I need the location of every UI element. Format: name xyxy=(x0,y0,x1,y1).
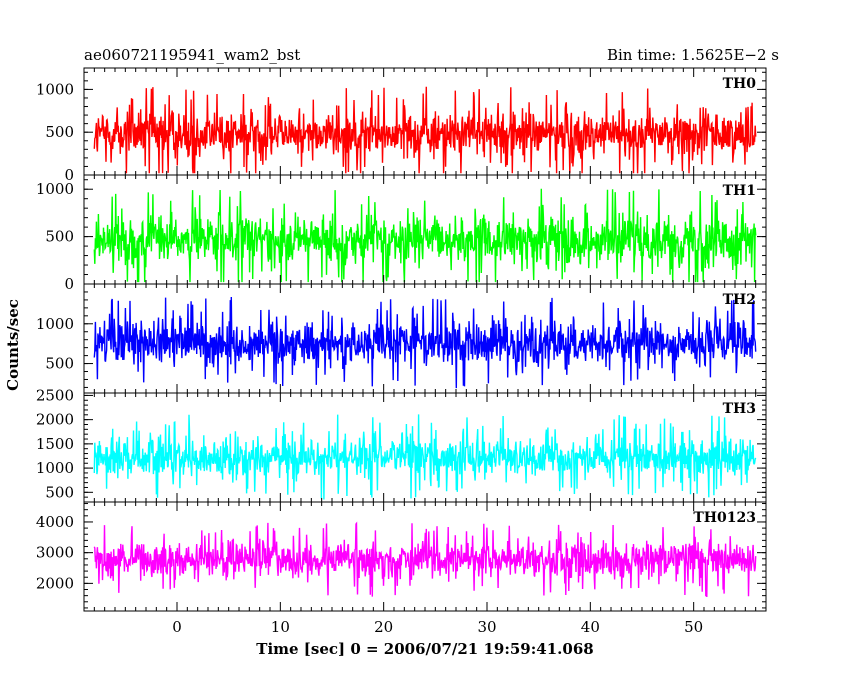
y-tick-label: 1000 xyxy=(36,315,74,333)
panel-label-th2: TH2 xyxy=(723,292,756,308)
x-tick-label: 30 xyxy=(477,618,496,636)
panel-label-th0123: TH0123 xyxy=(693,510,756,526)
x-tick-label: 20 xyxy=(374,618,393,636)
source-title: ae060721195941_wam2_bst xyxy=(84,46,300,64)
panel-label-th0: TH0 xyxy=(723,76,757,92)
panel-th0123: 2000 3000 4000 TH0123 xyxy=(36,501,767,612)
panel-label-th1: TH1 xyxy=(723,183,756,199)
y-tick-label: 2000 xyxy=(36,411,74,429)
y-tick-label: 1000 xyxy=(36,459,74,477)
y-tick-label: 1000 xyxy=(36,180,74,198)
y-tick-label: 500 xyxy=(45,228,74,246)
x-tick-label: 10 xyxy=(271,618,290,636)
series-th1-line xyxy=(93,188,757,283)
x-axis-title: Time [sec] 0 = 2006/07/21 19:59:41.068 xyxy=(256,640,593,658)
x-tick-label: 0 xyxy=(172,618,182,636)
series-th0-line xyxy=(93,86,757,174)
panel-th2: 500 1000 TH2 xyxy=(36,283,767,394)
y-tick-label: 500 xyxy=(45,355,74,373)
y-tick-label: 500 xyxy=(45,483,74,501)
x-tick-label: 40 xyxy=(581,618,600,636)
panel-label-th3: TH3 xyxy=(723,401,756,417)
series-th0123-line xyxy=(93,521,757,598)
y-tick-label: 2500 xyxy=(36,386,74,404)
y-axis-title: Counts/sec xyxy=(4,299,22,391)
y-tick-label: 1500 xyxy=(36,435,74,453)
series-th2-line xyxy=(93,296,757,389)
y-tick-label: 3000 xyxy=(36,544,74,562)
bin-time-label: Bin time: 1.5625E−2 s xyxy=(607,46,779,64)
panel-th1: 0 500 1000 TH1 xyxy=(36,174,767,293)
panels-group: 0 500 1000 TH0 0 500 1000 TH1 500 1000 TH2 500 1000 1… xyxy=(36,67,767,612)
y-tick-label: 0 xyxy=(64,275,74,293)
y-tick-label: 4000 xyxy=(36,513,74,531)
series-th3-line xyxy=(93,414,757,500)
y-tick-label: 500 xyxy=(45,123,74,141)
y-tick-label: 2000 xyxy=(36,574,74,592)
y-tick-label: 1000 xyxy=(36,80,74,98)
panel-th3: 500 1000 1500 2000 2500 TH3 xyxy=(36,386,767,503)
x-axis-ticks: 0 10 20 30 40 50 xyxy=(172,618,703,636)
panel-th0: 0 500 1000 TH0 xyxy=(36,67,767,184)
y-tick-label: 0 xyxy=(64,166,74,184)
x-tick-label: 50 xyxy=(684,618,703,636)
